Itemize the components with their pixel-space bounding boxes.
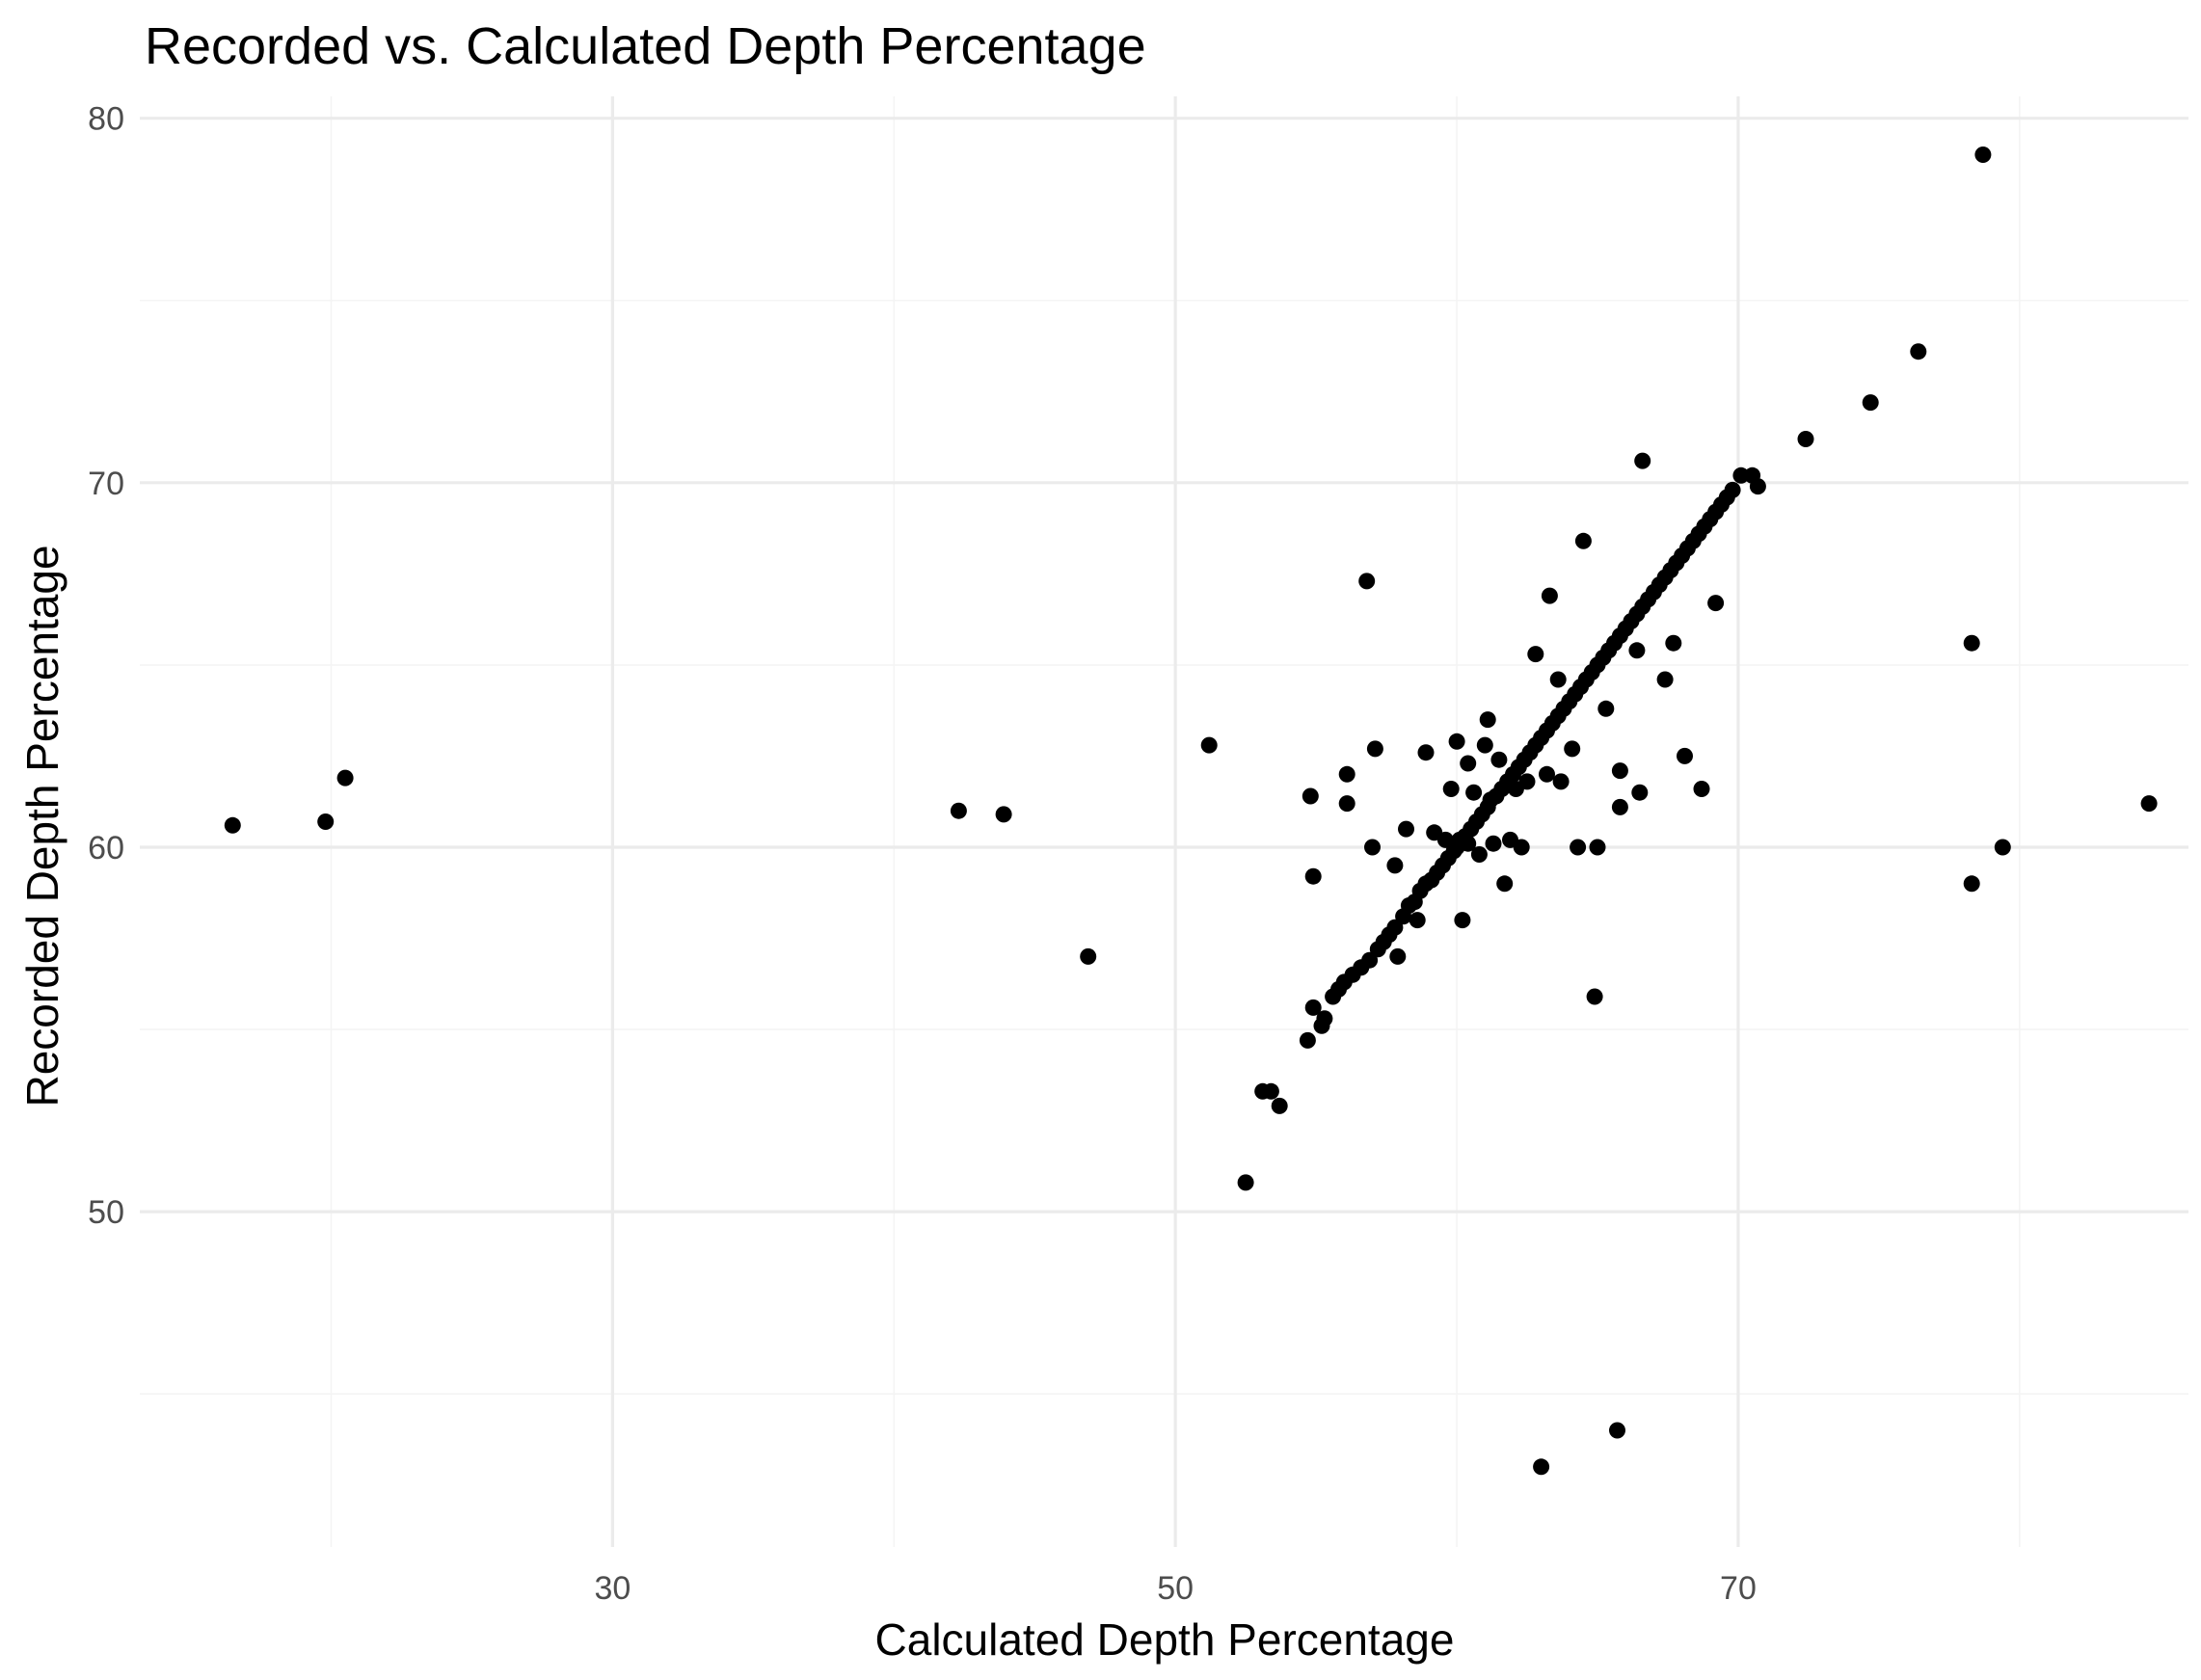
data-point bbox=[1677, 747, 1693, 764]
data-point bbox=[1589, 839, 1606, 856]
data-point bbox=[1409, 912, 1426, 929]
data-point bbox=[1454, 912, 1471, 929]
data-point bbox=[1304, 867, 1322, 885]
y-tick-label: 50 bbox=[88, 1194, 124, 1231]
data-point bbox=[1693, 781, 1710, 797]
data-point bbox=[1271, 1097, 1288, 1114]
x-axis-label: Calculated Depth Percentage bbox=[875, 1614, 1455, 1665]
x-tick-label: 30 bbox=[594, 1570, 631, 1607]
data-point bbox=[1479, 711, 1496, 729]
x-axis-ticks: 30 50 70 bbox=[594, 1570, 1756, 1607]
data-point bbox=[1862, 394, 1879, 412]
data-point bbox=[1364, 839, 1381, 856]
data-point bbox=[1366, 740, 1383, 758]
x-tick-label: 50 bbox=[1157, 1570, 1194, 1607]
y-tick-label: 80 bbox=[88, 101, 124, 138]
data-point bbox=[1389, 947, 1407, 965]
data-point bbox=[1465, 784, 1483, 801]
data-point bbox=[1485, 835, 1502, 852]
data-point bbox=[1398, 820, 1414, 838]
data-point bbox=[1460, 755, 1477, 772]
data-point bbox=[1564, 740, 1581, 758]
data-point bbox=[1749, 478, 1766, 495]
data-point bbox=[1552, 773, 1570, 790]
data-point bbox=[1541, 587, 1558, 604]
data-point bbox=[1609, 1422, 1625, 1439]
data-point bbox=[1338, 795, 1355, 813]
data-point bbox=[1963, 634, 1980, 652]
data-point bbox=[1910, 343, 1927, 360]
y-tick-label: 70 bbox=[88, 466, 124, 502]
grid bbox=[140, 96, 2188, 1547]
data-point bbox=[1513, 839, 1530, 856]
data-point bbox=[1611, 762, 1628, 780]
data-point bbox=[1549, 671, 1567, 688]
x-tick-label: 70 bbox=[1720, 1570, 1757, 1607]
chart-title: Recorded vs. Calculated Depth Percentage bbox=[145, 17, 1146, 75]
data-point bbox=[1656, 671, 1674, 688]
data-point bbox=[1496, 875, 1514, 893]
data-point bbox=[1570, 839, 1587, 856]
data-point bbox=[1417, 744, 1435, 761]
data-point bbox=[1963, 875, 1980, 893]
data-point bbox=[1338, 765, 1355, 783]
data-point bbox=[1533, 1458, 1550, 1476]
data-point bbox=[1476, 736, 1493, 754]
data-point bbox=[336, 769, 354, 787]
points-layer bbox=[224, 147, 2158, 1476]
data-point bbox=[1470, 846, 1488, 863]
data-point bbox=[2140, 795, 2158, 813]
data-point bbox=[1611, 798, 1628, 815]
data-point bbox=[1539, 765, 1555, 783]
data-point bbox=[1442, 781, 1460, 797]
y-axis-label: Recorded Depth Percentage bbox=[17, 545, 67, 1107]
data-point bbox=[1797, 431, 1814, 447]
data-point bbox=[1302, 787, 1319, 805]
y-tick-label: 60 bbox=[88, 830, 124, 867]
data-point bbox=[1631, 784, 1649, 801]
data-point bbox=[1707, 595, 1725, 612]
data-point bbox=[1237, 1174, 1254, 1191]
data-point bbox=[224, 816, 241, 834]
data-point bbox=[1665, 634, 1682, 652]
data-point bbox=[1490, 751, 1508, 768]
data-point bbox=[1974, 147, 1992, 163]
data-point bbox=[1732, 467, 1750, 484]
data-point bbox=[1358, 573, 1376, 590]
data-point bbox=[1628, 642, 1646, 659]
data-point bbox=[1262, 1082, 1279, 1100]
y-axis-ticks: 50 60 70 80 bbox=[88, 101, 124, 1231]
data-point bbox=[1080, 947, 1097, 965]
data-point bbox=[1518, 773, 1536, 790]
data-point bbox=[1460, 835, 1477, 852]
data-point bbox=[950, 802, 967, 819]
data-point bbox=[1527, 646, 1544, 663]
data-point bbox=[1994, 839, 2011, 856]
data-point bbox=[1200, 736, 1218, 754]
data-point bbox=[1386, 857, 1404, 874]
data-point bbox=[1299, 1031, 1316, 1049]
data-point bbox=[1634, 452, 1651, 469]
data-point bbox=[1597, 700, 1615, 717]
data-point bbox=[1304, 999, 1322, 1016]
data-point bbox=[317, 813, 335, 830]
data-point bbox=[1316, 1010, 1333, 1027]
data-point bbox=[1448, 733, 1465, 750]
data-point bbox=[1586, 988, 1603, 1005]
data-point bbox=[995, 806, 1012, 823]
data-point bbox=[1724, 481, 1741, 498]
data-point bbox=[1574, 532, 1592, 549]
